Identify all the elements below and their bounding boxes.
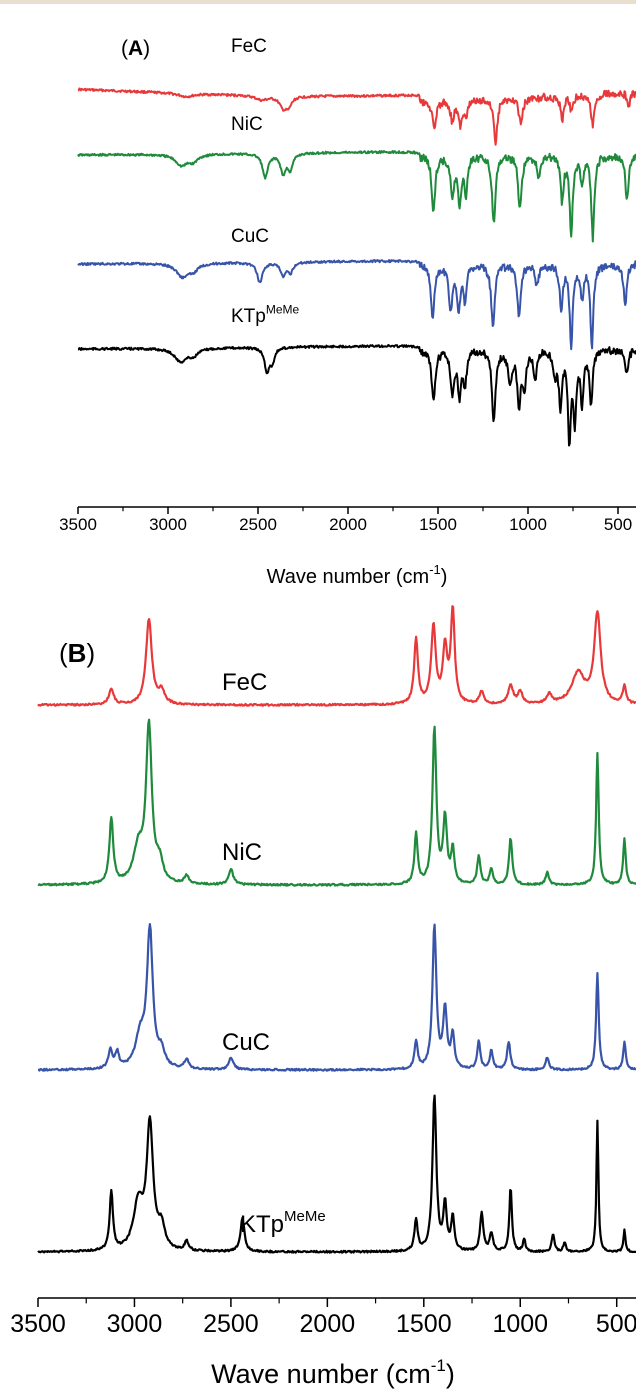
spectrum-line-fec (37, 605, 636, 707)
series-label-fec: FeC (222, 669, 267, 696)
panel-b-series: FeC NiC CuC KTpMeMe (37, 605, 636, 1254)
panel-b-label: (B) (59, 638, 95, 668)
spectrum-line-nic (77, 150, 636, 243)
x-tick-label: 500 (604, 515, 632, 534)
series-label-ktp: KTpMeMe (231, 302, 300, 327)
panel-b: (B) FeC NiC CuC KTpMeMe 3500 3000 2500 2000 150… (10, 605, 636, 1389)
series-label-nic: NiC (231, 114, 263, 135)
x-tick-label: 1000 (509, 515, 547, 534)
x-tick-label: 3500 (10, 1310, 66, 1338)
x-tick-label: 3000 (149, 515, 187, 534)
x-tick-label: 3000 (107, 1310, 163, 1338)
series-label-cuc: CuC (231, 226, 269, 247)
panel-a-series: FeC NiC CuC KTpMeMe (77, 36, 636, 447)
panel-a: (A) FeC NiC CuC KTpMeMe 3500 3000 2500 2000 150… (59, 36, 636, 588)
panel-b-x-axis-title: Wave number (cm-1) (211, 1356, 455, 1389)
spectrum-line-cuc (77, 259, 636, 351)
panel-a-x-axis: 3500 3000 2500 2000 1500 1000 500 (59, 506, 636, 534)
x-tick-label: 1000 (492, 1310, 548, 1338)
series-label-cuc: CuC (222, 1029, 270, 1056)
panel-a-label: (A) (121, 37, 150, 60)
spectrum-line-fec (77, 87, 636, 146)
x-tick-label: 500 (596, 1310, 636, 1338)
spectrum-line-ktp (37, 1094, 636, 1254)
x-tick-label: 2000 (329, 515, 367, 534)
x-tick-label: 2000 (300, 1310, 356, 1338)
x-tick-label: 3500 (59, 515, 97, 534)
panel-b-x-axis: 3500 3000 2500 2000 1500 1000 500 (10, 1297, 636, 1338)
series-label-nic: NiC (222, 839, 262, 866)
series-label-fec: FeC (231, 36, 267, 57)
series-label-ktp: KTpMeMe (240, 1208, 326, 1238)
panel-a-x-axis-title: Wave number (cm-1) (267, 562, 448, 588)
x-tick-label: 1500 (396, 1310, 452, 1338)
top-border (0, 0, 636, 4)
x-tick-label: 2500 (203, 1310, 259, 1338)
x-tick-label: 1500 (419, 515, 457, 534)
spectrum-line-cuc (37, 923, 636, 1072)
spectrum-line-ktp (77, 344, 636, 447)
spectrum-line-nic (37, 718, 636, 887)
x-tick-label: 2500 (239, 515, 277, 534)
